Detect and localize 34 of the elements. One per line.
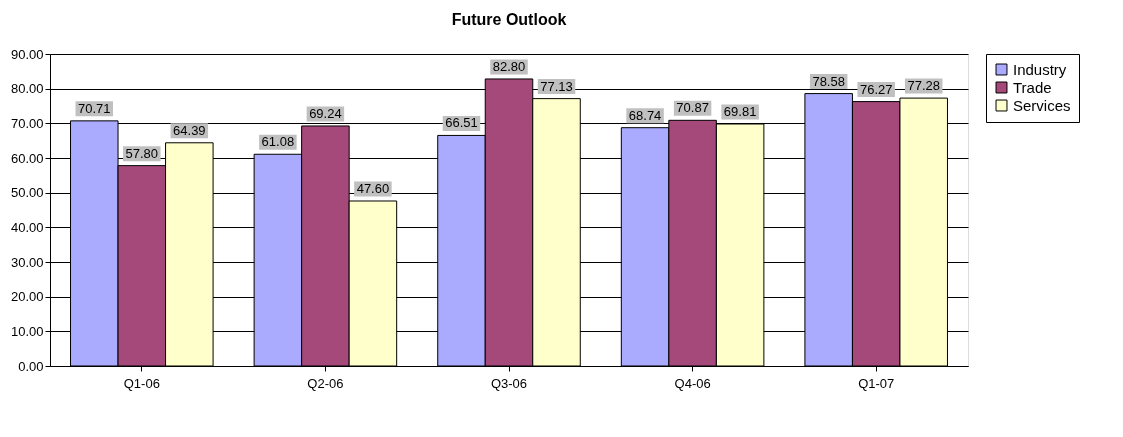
data-label: 82.80 <box>492 58 526 74</box>
data-label: 61.08 <box>261 134 295 150</box>
data-label: 78.58 <box>812 73 845 89</box>
y-tick-label: 0.00 <box>18 358 44 374</box>
x-tick-label: Q2-06 <box>307 375 344 391</box>
x-tick-label: Q1-06 <box>123 375 160 391</box>
legend-label: Industry <box>1013 60 1067 78</box>
data-label: 47.60 <box>356 180 390 196</box>
data-label: 77.13 <box>540 78 573 94</box>
y-tick-label: 20.00 <box>10 289 44 305</box>
data-label: 66.51 <box>445 115 478 131</box>
y-tick-label: 80.00 <box>10 81 44 97</box>
y-tick-label: 50.00 <box>10 185 44 201</box>
x-tick-label: Q1-07 <box>858 375 895 391</box>
chart-title: Future Outlook <box>451 11 567 28</box>
data-label: 69.24 <box>309 105 342 121</box>
y-tick-label: 70.00 <box>10 115 44 131</box>
y-tick-label: 90.00 <box>10 46 44 62</box>
data-label: 70.71 <box>78 100 111 116</box>
x-tick-label: Q4-06 <box>674 375 711 391</box>
y-tick-label: 30.00 <box>10 254 44 270</box>
legend-label: Trade <box>1013 78 1052 96</box>
data-label: 76.27 <box>859 81 893 97</box>
y-tick-label: 10.00 <box>10 323 44 339</box>
data-label: 77.28 <box>907 78 940 94</box>
data-label: 64.39 <box>173 122 206 138</box>
data-label: 57.80 <box>125 145 159 161</box>
data-label: 69.81 <box>723 103 757 119</box>
x-tick-label: Q3-06 <box>490 375 528 391</box>
data-label: 68.74 <box>628 107 662 123</box>
y-tick-label: 60.00 <box>10 150 44 166</box>
y-tick-label: 40.00 <box>10 219 44 235</box>
data-label: 70.87 <box>676 100 709 116</box>
legend-label: Services <box>1013 96 1071 114</box>
